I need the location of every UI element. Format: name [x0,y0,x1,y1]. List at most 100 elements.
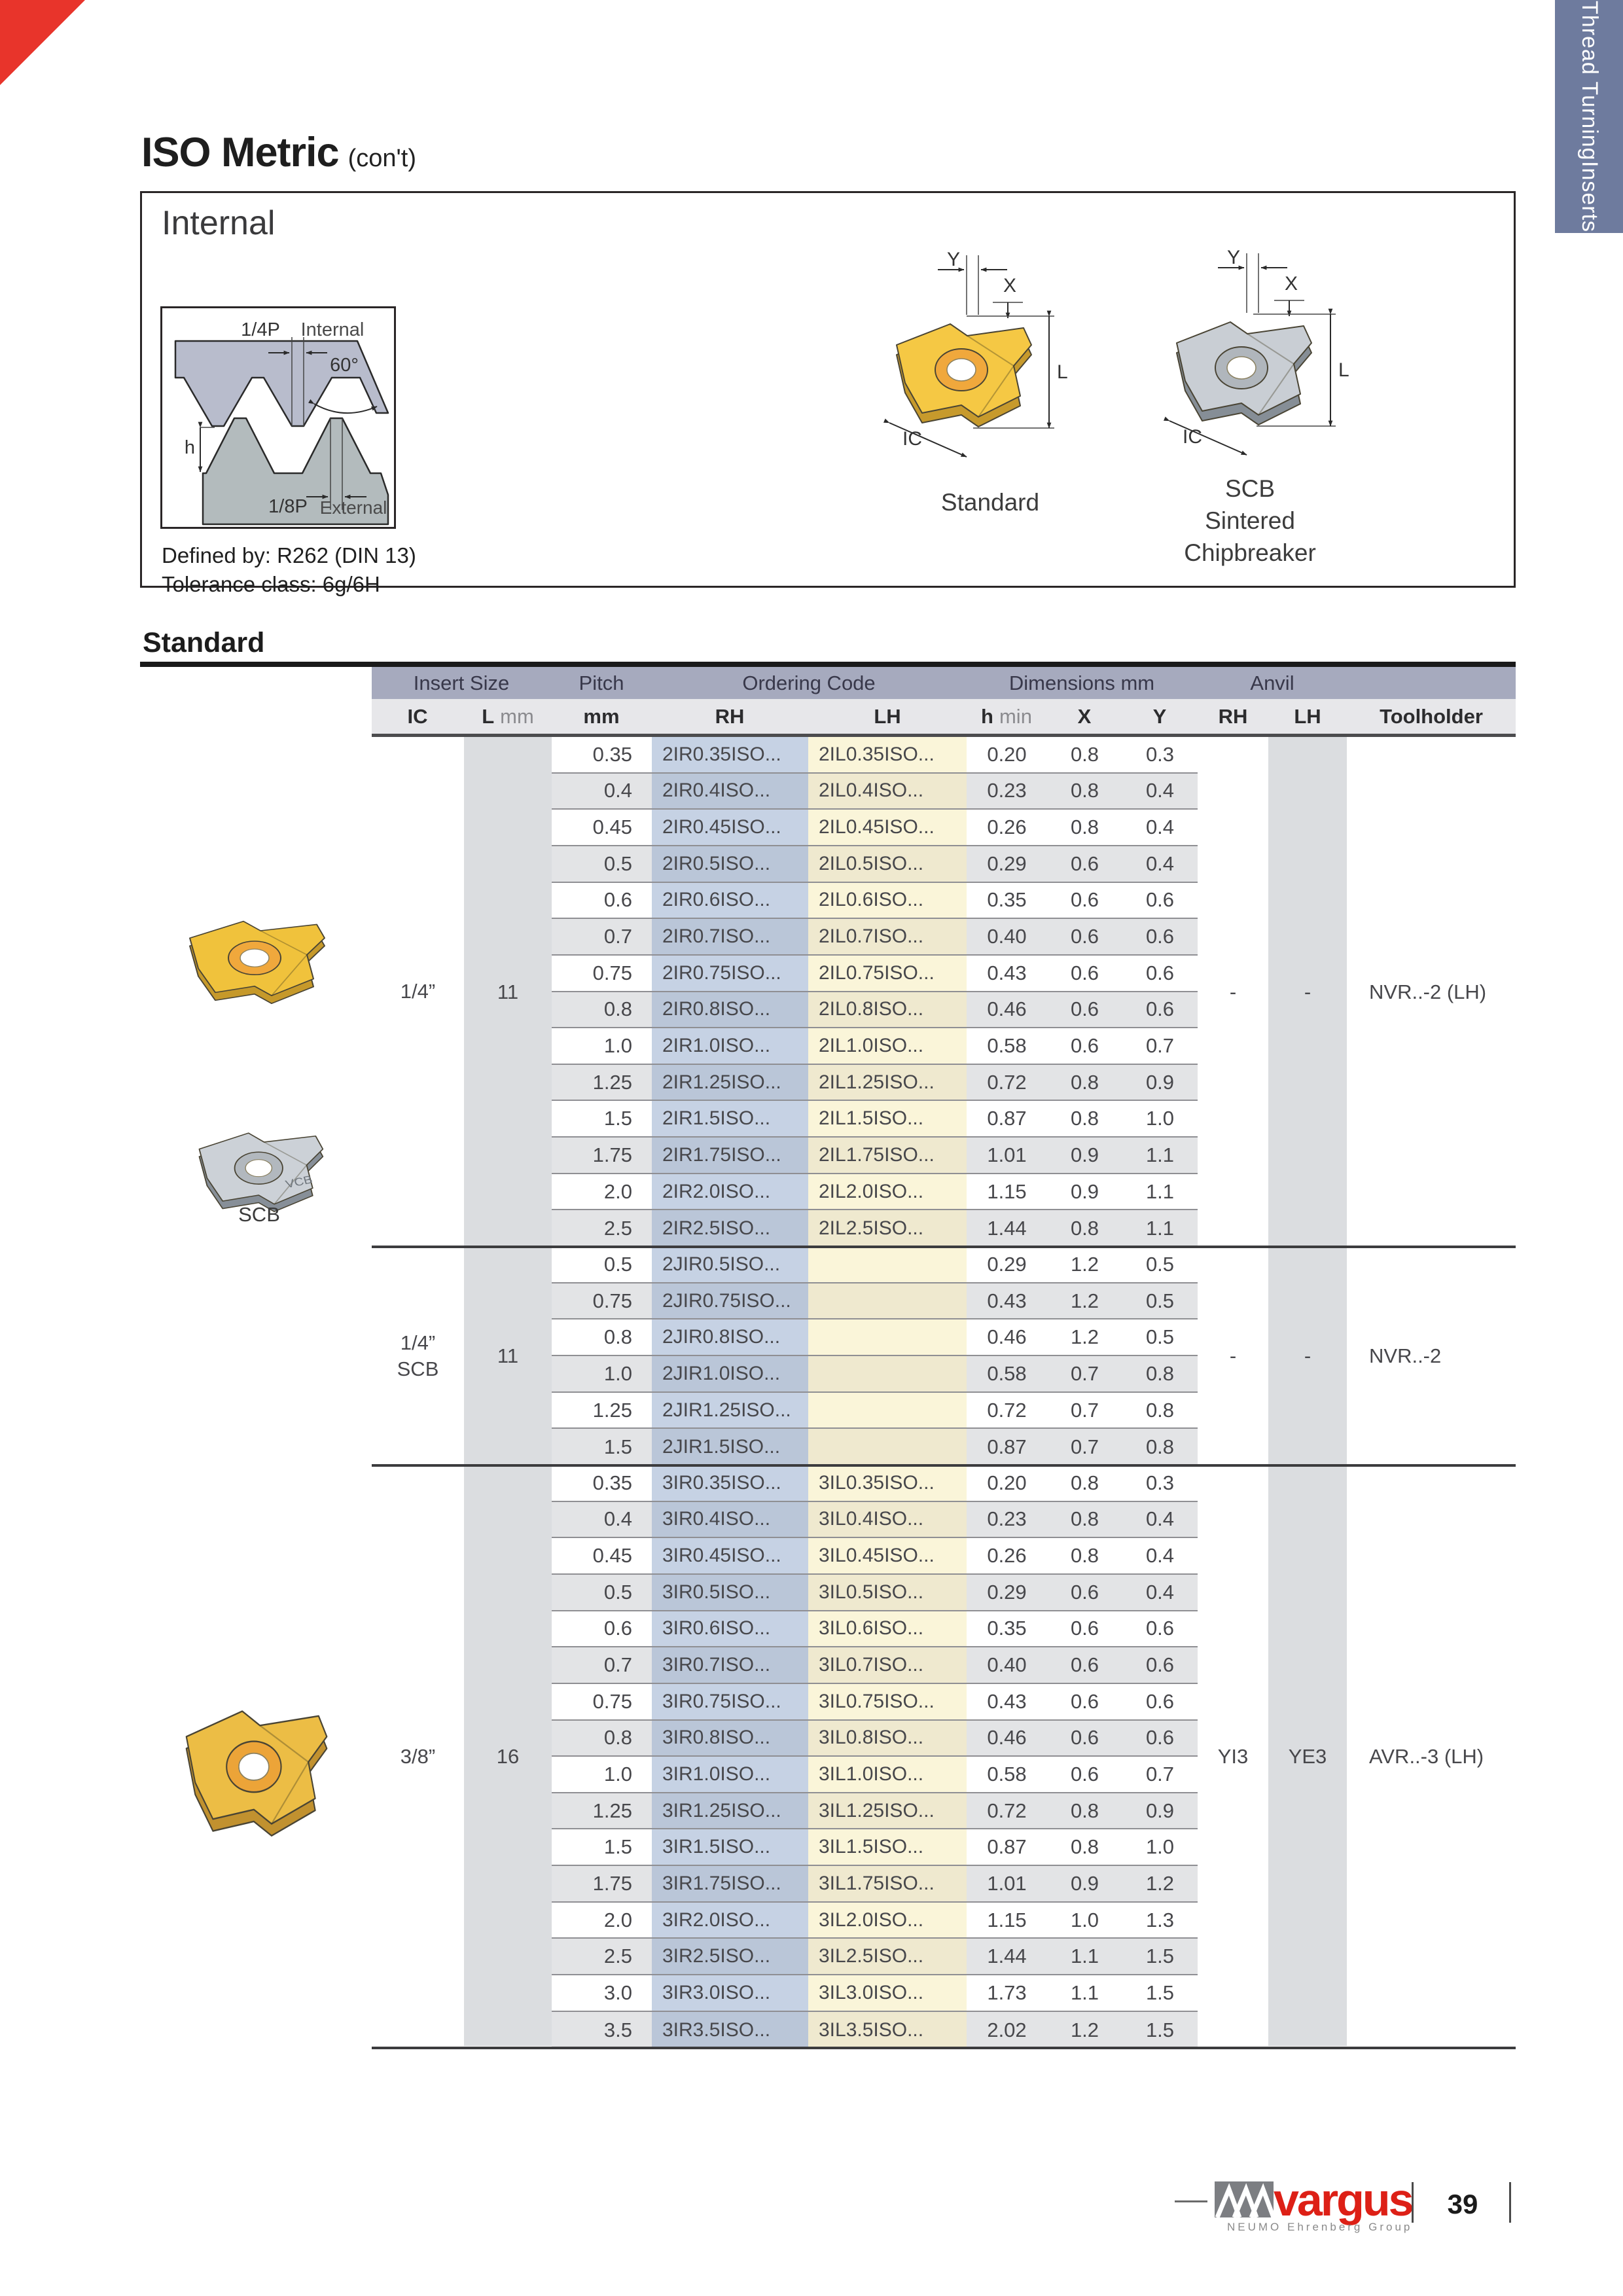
cell-code-rh: 3IR1.75ISO... [652,1866,808,1903]
cell-code-rh: 2IR0.75ISO... [652,956,808,992]
group-toolholder: NVR..-2 (LH) [1369,980,1487,1003]
cell-code-rh: 2JIR1.25ISO... [652,1393,808,1429]
standard-caption: Standard [940,489,1040,516]
cell-x: 1.1 [1047,1975,1122,2012]
cell-code-rh: 2IR1.75ISO... [652,1138,808,1174]
cell-pitch: 3.0 [552,1975,652,2012]
cell-y: 1.1 [1122,1210,1198,1247]
cell-x: 0.6 [1047,1757,1122,1793]
chapter-tab-label: Thread Turning Inserts [1577,1,1602,232]
group-ic: 1/4” [400,980,436,1003]
insert-photo-quarter [189,920,325,1004]
cell-x: 0.6 [1047,1647,1122,1684]
cell-code-lh: 3IL3.0ISO... [808,1975,967,2012]
cell-y: 0.4 [1122,1501,1198,1539]
cell-y: 0.6 [1122,956,1198,992]
cell-code-lh: 3IL0.6ISO... [808,1611,967,1648]
cell-x: 0.8 [1047,1101,1122,1138]
cell-y: 0.4 [1122,1538,1198,1575]
cell-x: 1.1 [1047,1939,1122,1976]
cell-hmin: 0.72 [967,1064,1047,1102]
cell-code-rh: 2JIR1.0ISO... [652,1356,808,1393]
cell-pitch: 1.0 [552,1356,652,1393]
cell-code-rh: 3IR0.7ISO... [652,1647,808,1684]
cell-pitch: 1.75 [552,1138,652,1174]
cell-code-lh: 2IL2.0ISO... [808,1174,967,1211]
cell-code-rh: 3IR3.5ISO... [652,2011,808,2049]
col-rh: RH [715,704,745,728]
cell-code-rh: 2JIR0.5ISO... [652,1247,808,1283]
cell-x: 0.8 [1047,737,1122,774]
cell-pitch: 0.6 [552,1611,652,1648]
chapter-tab[interactable]: Thread Turning Inserts [1555,0,1623,233]
cell-y: 0.4 [1122,773,1198,810]
cell-code-lh: 3IL1.25ISO... [808,1793,967,1830]
standard-insert-diagram: Y X L IC [883,249,1068,457]
footer-rule [1175,2200,1207,2202]
cell-pitch: 0.8 [552,992,652,1029]
cell-hmin: 1.15 [967,1903,1047,1939]
cell-y: 1.2 [1122,1866,1198,1903]
col-y: Y [1152,704,1167,728]
cell-x: 0.8 [1047,1465,1122,1502]
svg-text:X: X [1285,273,1298,295]
band-anvil: Anvil [1250,671,1294,694]
cell-hmin: 0.43 [967,956,1047,992]
cell-hmin: 0.58 [967,1757,1047,1793]
cell-pitch: 0.8 [552,1319,652,1357]
cell-code-lh [808,1393,967,1429]
cell-code-rh: 2IR0.45ISO... [652,810,808,846]
table-group-2: 3/8” 16 YI3 YE3 AVR..-3 (LH) 0.35 3IR0.35ISO..… [372,1465,1516,2049]
cell-code-lh: 2IL0.6ISO... [808,883,967,920]
cell-code-rh: 3IR0.5ISO... [652,1574,808,1611]
group-anvil-rh: YI3 [1217,1745,1249,1768]
cell-code-lh: 2IL0.7ISO... [808,919,967,956]
cell-code-lh: 3IL1.75ISO... [808,1866,967,1903]
group-separator-1 [372,1464,1516,1467]
svg-text:IC: IC [902,428,922,450]
cell-code-lh: 3IL0.4ISO... [808,1501,967,1539]
cell-pitch: 0.35 [552,1465,652,1502]
cell-y: 0.5 [1122,1283,1198,1320]
svg-text:IC: IC [1183,426,1202,448]
cell-y: 1.5 [1122,2011,1198,2049]
group-anvil-rh: - [1229,1344,1237,1368]
cell-pitch: 1.25 [552,1793,652,1830]
cell-code-rh: 3IR0.35ISO... [652,1465,808,1502]
table-group-1: 1/4” SCB 11- - NVR..-2 0.5 2JIR0.5ISO... 0.29 1.… [372,1247,1516,1465]
svg-text:1/8P: 1/8P [268,496,308,517]
col-hmin: h min [981,704,1032,728]
cell-code-lh: 2IL0.45ISO... [808,810,967,846]
col-ic: IC [407,704,428,728]
cell-y: 0.8 [1122,1429,1198,1465]
col-pitch-mm: mm [583,704,620,728]
cell-code-rh: 3IR1.0ISO... [652,1757,808,1793]
thread-profile-svg: 1/4P Internal 60° h 1/8P External [174,319,389,526]
cell-pitch: 1.5 [552,1429,652,1465]
cell-y: 0.9 [1122,1064,1198,1102]
cell-pitch: 0.7 [552,919,652,956]
cell-x: 0.8 [1047,1538,1122,1575]
cell-code-rh: 2IR2.0ISO... [652,1174,808,1211]
cell-hmin: 0.29 [967,1574,1047,1611]
cell-code-rh: 3IR0.6ISO... [652,1611,808,1648]
cell-pitch: 0.75 [552,956,652,992]
cell-code-lh: 2IL2.5ISO... [808,1210,967,1247]
cell-code-lh: 3IL0.5ISO... [808,1574,967,1611]
cell-y: 1.1 [1122,1138,1198,1174]
cell-y: 0.3 [1122,737,1198,774]
cell-y: 0.4 [1122,1574,1198,1611]
cell-pitch: 2.5 [552,1939,652,1976]
cell-code-lh [808,1283,967,1320]
cell-y: 0.6 [1122,992,1198,1029]
cell-code-rh: 3IR0.8ISO... [652,1720,808,1757]
cell-hmin: 1.01 [967,1138,1047,1174]
cell-code-rh: 3IR1.5ISO... [652,1829,808,1867]
cell-pitch: 3.5 [552,2011,652,2049]
cell-x: 0.9 [1047,1174,1122,1211]
cell-code-lh: 3IL1.0ISO... [808,1757,967,1793]
cell-x: 0.6 [1047,883,1122,920]
cell-hmin: 0.87 [967,1101,1047,1138]
vargus-wordmark: vargus [1274,2174,1414,2225]
cell-hmin: 0.20 [967,1465,1047,1502]
